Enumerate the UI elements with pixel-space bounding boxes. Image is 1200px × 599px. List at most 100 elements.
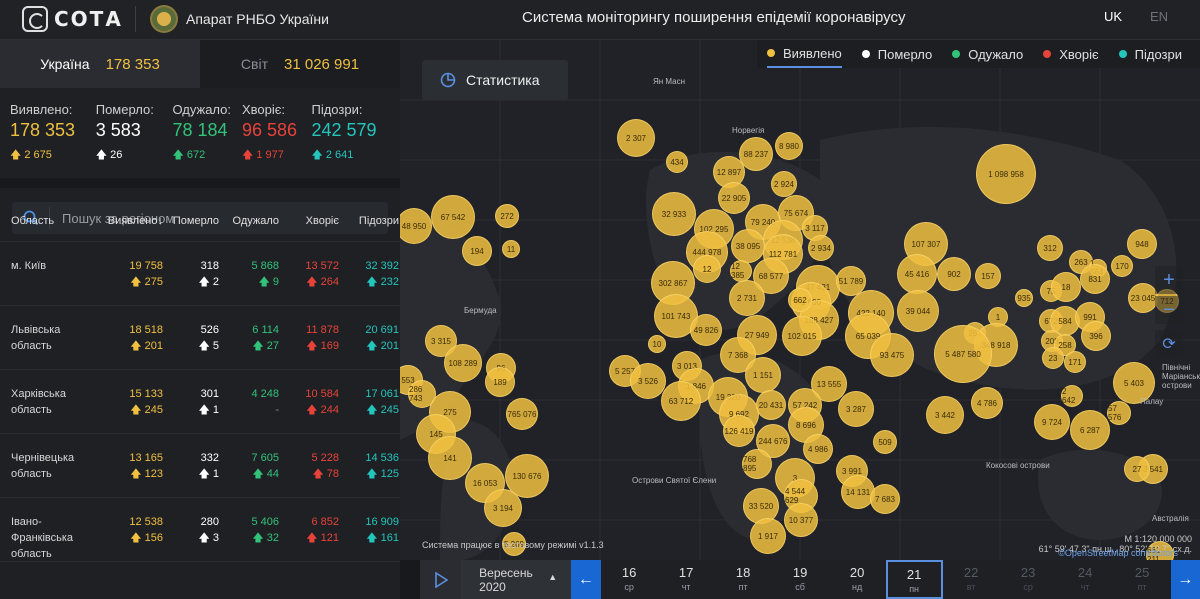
day-18[interactable]: 18 пт <box>715 560 772 599</box>
legend-recovered[interactable]: Одужало <box>952 47 1023 62</box>
col-sick[interactable]: Хворіє <box>305 214 339 227</box>
case-bubble[interactable]: 141 <box>428 436 472 480</box>
case-bubble[interactable]: 765 076 <box>506 398 538 430</box>
case-bubble[interactable]: 2 307 <box>617 119 655 157</box>
case-bubble[interactable]: 9 724 <box>1034 404 1070 440</box>
case-bubble[interactable]: 157 <box>975 263 1001 289</box>
case-bubble[interactable]: 661 211 <box>1146 541 1174 560</box>
tab-ukraine[interactable]: Україна 178 353 <box>0 40 200 88</box>
case-bubble[interactable]: 20 431 <box>756 390 786 420</box>
case-bubble[interactable]: 831 <box>1080 264 1110 294</box>
search-icon[interactable] <box>12 207 50 229</box>
case-bubble[interactable]: 3 442 <box>926 396 964 434</box>
case-bubble[interactable]: 32 933 <box>652 192 696 236</box>
col-region[interactable]: Область <box>11 214 55 227</box>
case-bubble[interactable]: 312 <box>1037 235 1063 261</box>
case-bubble[interactable]: 14 131 <box>841 475 875 509</box>
case-bubble[interactable]: 662 <box>788 288 812 312</box>
case-bubble[interactable]: 63 712 <box>661 381 701 421</box>
case-bubble[interactable]: 12 <box>693 255 721 283</box>
case-bubble[interactable]: 45 416 <box>897 254 937 294</box>
case-bubble[interactable]: 27 <box>1124 456 1150 482</box>
case-bubble[interactable]: 1 098 958 <box>976 144 1036 204</box>
case-bubble[interactable]: 23 045 <box>1128 283 1158 313</box>
sota-logo[interactable]: СОТА <box>22 6 123 32</box>
case-bubble[interactable]: 509 <box>873 430 897 454</box>
case-bubble[interactable]: 10 377 <box>784 503 818 537</box>
day-21[interactable]: 21 пн <box>885 560 943 599</box>
case-bubble[interactable]: 48 950 <box>400 208 432 244</box>
day-16[interactable]: 16 ср <box>601 560 658 599</box>
case-bubble[interactable]: 902 <box>937 257 971 291</box>
case-bubble[interactable]: 23 <box>1042 347 1064 369</box>
case-bubble[interactable]: 434 <box>666 151 688 173</box>
case-bubble[interactable]: 170 <box>1111 255 1133 277</box>
case-bubble[interactable]: 396 <box>1081 321 1111 351</box>
legend-detected[interactable]: Виявлено <box>766 40 842 68</box>
case-bubble[interactable]: 6 287 <box>1070 410 1110 450</box>
case-bubble[interactable]: 4 786 <box>971 387 1003 419</box>
case-bubble[interactable]: 2 731 <box>729 280 765 316</box>
case-bubble[interactable]: 194 <box>462 236 492 266</box>
day-24[interactable]: 24 чт <box>1057 560 1114 599</box>
next-date-button[interactable]: → <box>1170 560 1200 599</box>
case-bubble[interactable]: 126 419 <box>723 415 755 447</box>
case-bubble[interactable]: 3 194 <box>484 489 522 527</box>
case-bubble[interactable]: 948 <box>1127 229 1157 259</box>
case-bubble[interactable]: 22 905 <box>718 182 750 214</box>
case-bubble[interactable]: 49 826 <box>690 314 722 346</box>
col-suspected[interactable]: Підозри <box>358 214 399 227</box>
case-bubble[interactable]: 102 015 <box>782 316 822 356</box>
day-17[interactable]: 17 чт <box>658 560 715 599</box>
col-detected[interactable]: Виявлено↓ <box>91 215 163 227</box>
case-bubble[interactable]: 93 475 <box>870 333 914 377</box>
statistics-button[interactable]: Статистика <box>422 60 568 100</box>
case-bubble[interactable]: 189 <box>485 367 515 397</box>
case-bubble[interactable]: 5 403 <box>1113 362 1155 404</box>
case-bubble[interactable]: 8 980 <box>775 132 803 160</box>
case-bubble[interactable]: 4 986 <box>803 434 833 464</box>
col-recovered[interactable]: Одужало <box>232 214 280 227</box>
play-button[interactable] <box>420 560 462 599</box>
lang-en-button[interactable]: EN <box>1150 9 1169 24</box>
day-20[interactable]: 20 нд <box>829 560 886 599</box>
refresh-icon[interactable]: ⟳ <box>1155 330 1183 358</box>
case-bubble[interactable]: 3 287 <box>838 391 874 427</box>
case-bubble[interactable]: 286 743 <box>408 380 436 408</box>
prev-date-button[interactable]: ← <box>571 560 601 599</box>
day-19[interactable]: 19 сб <box>772 560 829 599</box>
osm-attribution-link[interactable]: ©OpenStreetMap contributors <box>1058 548 1178 558</box>
case-bubble[interactable]: 12 385 <box>730 260 752 282</box>
day-23[interactable]: 23 ср <box>1000 560 1057 599</box>
case-bubble[interactable]: 2 642 <box>1061 385 1083 407</box>
case-bubble[interactable]: 1 151 <box>745 357 781 393</box>
month-selector[interactable]: Вересень 2020 ▲ <box>461 560 572 599</box>
day-22[interactable]: 22 вт <box>943 560 1000 599</box>
case-bubble[interactable]: 57 576 <box>1107 401 1131 425</box>
case-bubble[interactable]: 7 683 <box>870 484 900 514</box>
col-deaths[interactable]: Померло <box>172 214 219 227</box>
case-bubble[interactable]: 10 <box>648 335 666 353</box>
case-bubble[interactable]: 3 526 <box>630 363 666 399</box>
legend-sick[interactable]: Хворіє <box>1043 47 1099 62</box>
case-bubble[interactable]: 67 542 <box>431 195 475 239</box>
day-25[interactable]: 25 пт <box>1114 560 1171 599</box>
case-bubble[interactable]: 2 924 <box>771 171 797 197</box>
case-bubble[interactable]: 88 237 <box>739 137 773 171</box>
case-bubble[interactable]: 2 934 <box>808 235 834 261</box>
case-bubble[interactable]: 108 289 <box>444 344 482 382</box>
world-map[interactable]: 2 307 434 88 237 8 980 12 897 2 924 1 098 958 6… <box>400 40 1200 560</box>
lang-uk-button[interactable]: UK <box>1104 9 1123 24</box>
region-search[interactable] <box>12 202 388 234</box>
table-row[interactable]: Івано-Франківська область 12 538 🡅 156 280 🡅… <box>0 498 400 562</box>
case-bubble[interactable]: 38 095 <box>731 229 765 263</box>
case-bubble[interactable]: 18 <box>1051 272 1081 302</box>
legend-deaths[interactable]: Померло <box>861 47 932 62</box>
zoom-in-icon[interactable]: + <box>1155 266 1183 294</box>
legend-suspected[interactable]: Підозри <box>1118 47 1182 62</box>
case-bubble[interactable]: 11 <box>502 240 520 258</box>
